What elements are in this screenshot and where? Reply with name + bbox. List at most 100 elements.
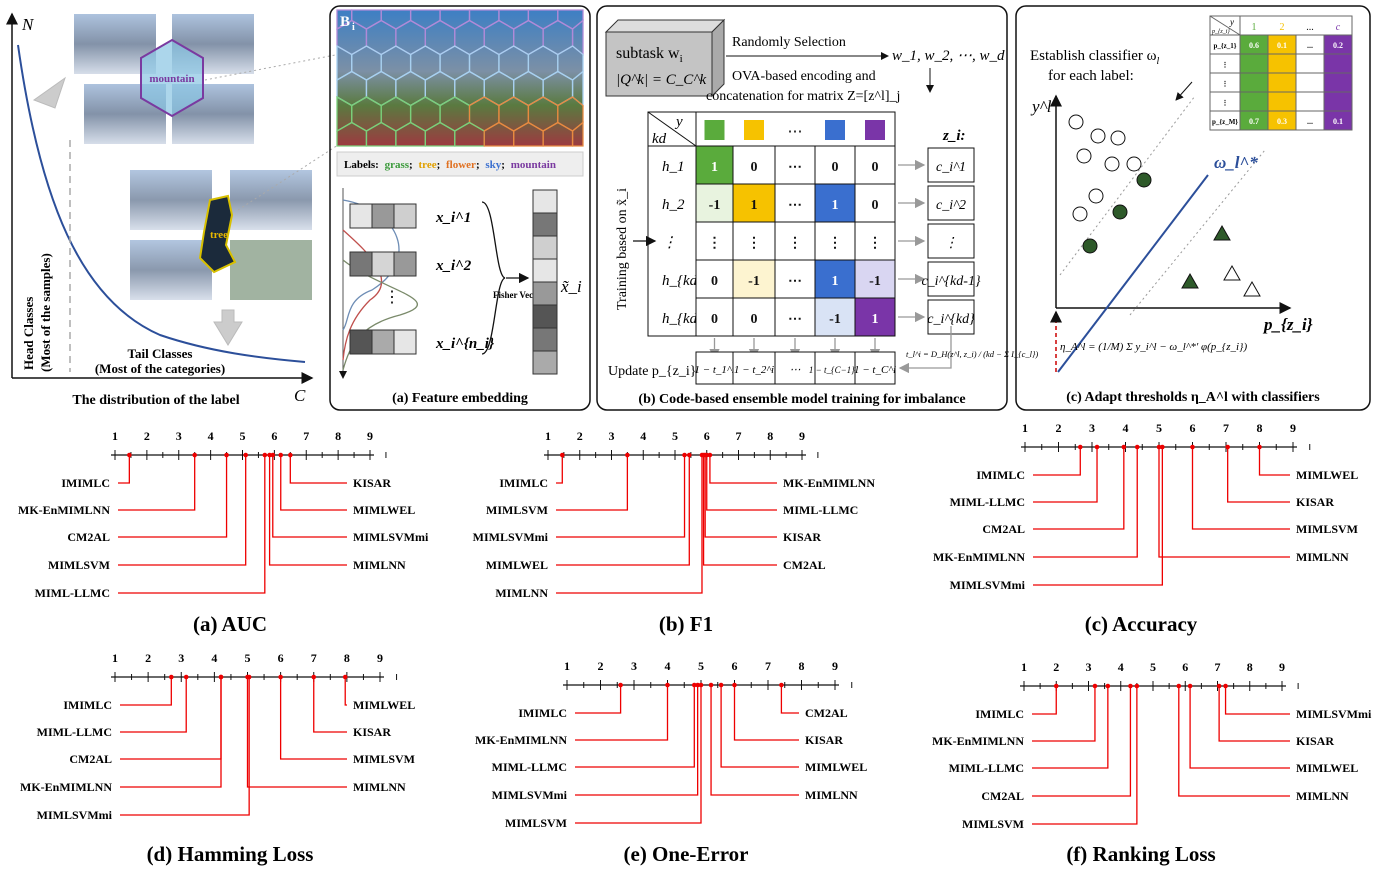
cd-method-label: IMIMLC (63, 698, 112, 712)
tail-arrow-icon (213, 309, 243, 346)
bag-label-sub: i (352, 22, 355, 33)
cd-tick-label: 2 (1053, 660, 1059, 674)
cd-tick-label: 4 (1118, 660, 1124, 674)
zi-value: c_i^1 (936, 160, 966, 175)
cd-method-label: MIMLNN (1296, 789, 1349, 803)
ova-line-1: OVA-based encoding and (732, 69, 876, 84)
update-value: 1 − t_2^i (734, 364, 774, 376)
cd-tick-label: 1 (1021, 660, 1027, 674)
omega-label: ω_l^* (1214, 153, 1258, 172)
cd-connector (706, 457, 777, 511)
negative-triangle (1243, 280, 1261, 297)
mini-corner-y: y (1229, 17, 1234, 27)
panel-thresholds: Establish classifier ωl for each label: … (1015, 5, 1371, 411)
mini-row-label: ⋮ (1222, 61, 1229, 69)
cd-rank-dot (243, 452, 248, 458)
cd-method-label: MIML-LLMC (35, 586, 110, 600)
cd-rank-dot (1092, 683, 1098, 689)
cd-method-label: MIMLWEL (486, 558, 548, 572)
cd-connector (118, 457, 196, 511)
cd-tick-label: 9 (367, 429, 373, 443)
cd-rank-dot (682, 452, 687, 458)
code-cell-value: 1 (872, 312, 879, 327)
cd-connector (120, 679, 250, 816)
cd-connector (1033, 449, 1081, 476)
probability-table: y p_{z_i} 1 2... c p_{z_1} 0.6 0.1... 0.2 ⋮ ⋮ ⋮ p_{z… (1209, 15, 1353, 131)
instance-vector-1 (349, 203, 417, 229)
cd-rank-dot (779, 682, 784, 688)
mini-col-header: c (1336, 22, 1341, 33)
corner-kd: kd (652, 131, 667, 147)
instance-vector-2 (349, 251, 417, 277)
cd-rank-dot (1225, 444, 1230, 450)
subtask-box-top (604, 19, 726, 33)
mini-row-label: p_{z_M} (1212, 118, 1238, 126)
row-h-label: h_2 (662, 197, 685, 213)
update-cell (814, 351, 856, 385)
t-formula: t_l^i = D_H(z^l, z_i) / (kd − Σ I_{c_l}) (906, 349, 1038, 359)
cd-connector (1032, 688, 1132, 797)
instance-mesh (336, 9, 584, 147)
cd-method-label: MIMLNN (495, 586, 548, 600)
cd-tick-label: 2 (577, 429, 583, 443)
subtask-box (605, 31, 713, 97)
cd-rank-dot (169, 674, 174, 680)
cd-method-label: CM2AL (982, 522, 1025, 536)
code-cell-value: 0 (872, 160, 879, 175)
zi-cell (927, 185, 975, 221)
embedding-cell (532, 212, 558, 237)
negative-point (1126, 156, 1142, 172)
cd-diagram: 1 2 3 4 5 6 7 8 9 IMIMLC MIML-LLMC CM2AL MK-EnMIMLNN… (933, 421, 1358, 636)
cd-connector (575, 687, 622, 714)
code-cell-value: -1 (869, 274, 881, 289)
cd-rank-dot (559, 452, 565, 458)
code-cell (854, 145, 896, 185)
establish-arrow (1175, 81, 1193, 101)
gmm-curve-2 (342, 229, 383, 361)
corner-y: y (674, 114, 683, 130)
cd-tick-label: 2 (598, 659, 604, 673)
embedding-label: x̃_i (560, 277, 582, 296)
establish-line-2: for each label: (1048, 68, 1134, 84)
cd-method-label: MIMLSVMmi (950, 578, 1026, 592)
cd-connector (118, 457, 228, 538)
cd-tick-label: 7 (303, 429, 309, 443)
cd-method-label: CM2AL (783, 558, 826, 572)
cd-connector (710, 687, 799, 796)
scatter-points (1068, 114, 1261, 297)
cd-method-label: MIMLSVMmi (1296, 707, 1372, 721)
cd-tick-label: 3 (631, 659, 637, 673)
mountain-tag: mountain (149, 73, 194, 85)
cd-connector (720, 687, 799, 768)
embedding-cell (532, 350, 558, 375)
cd-method-label: MIML-LLMC (492, 760, 567, 774)
code-cell (732, 297, 776, 337)
cd-rank-dot (625, 452, 630, 458)
panel-b-frame (596, 5, 1008, 411)
cd-caption: (c) Accuracy (1085, 612, 1198, 636)
cd-tick-label: 5 (240, 429, 246, 443)
cd-connector (1189, 688, 1290, 769)
cd-method-label: IMIMLC (61, 476, 110, 490)
panel-a-frame (329, 5, 591, 411)
cd-rank-dot (732, 682, 737, 688)
cd-rank-dot (665, 682, 670, 688)
cd-method-label: MIMLSVM (48, 558, 110, 572)
cd-rank-dot (1128, 683, 1133, 689)
negative-point (1110, 130, 1126, 146)
cd-method-label: MK-EnMIMLNN (783, 476, 875, 490)
instance-cell (571, 121, 584, 147)
embedding-cell (532, 258, 558, 283)
feedback-arrow (898, 326, 952, 374)
cd-method-label: MIMLWEL (1296, 761, 1358, 775)
cd-method-label: IMIMLC (975, 707, 1024, 721)
cd-rank-dot (1160, 444, 1165, 450)
cd-method-label: MIMLWEL (805, 760, 867, 774)
header-ellipsis: ⋯ (788, 124, 803, 140)
cd-method-label: KISAR (1296, 734, 1334, 748)
cd-method-label: MIML-LLMC (783, 503, 858, 517)
cd-rank-dot (695, 682, 700, 688)
label-color-swatch (704, 120, 725, 140)
cd-tick-label: 8 (767, 429, 773, 443)
zi-cell (927, 147, 975, 183)
